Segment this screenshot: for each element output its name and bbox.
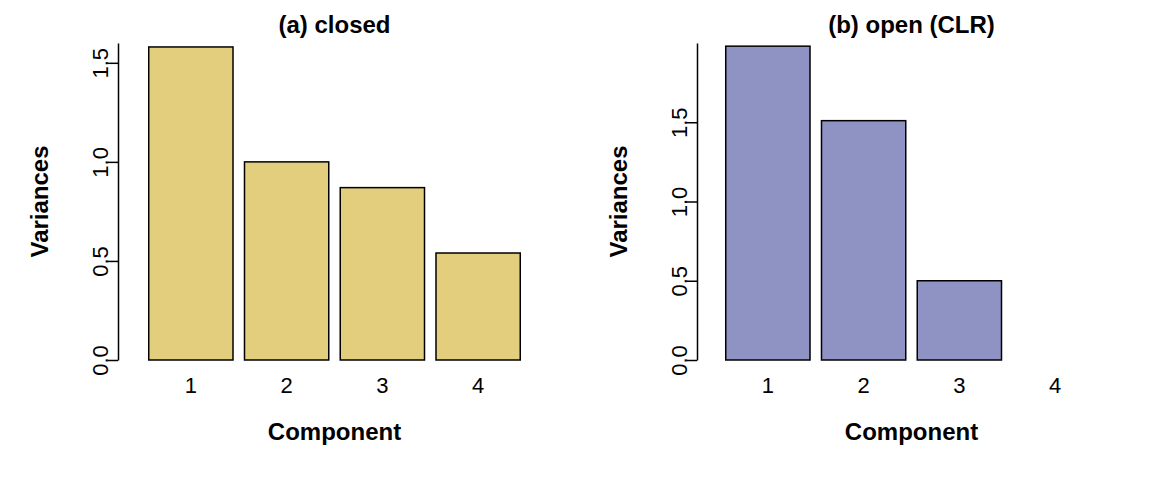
tick: 4 — [472, 373, 484, 398]
tick: 0.5 — [88, 246, 118, 277]
tick: 1.0 — [88, 147, 118, 178]
y-axis: 0.0 0.5 1.0 1.5 — [667, 44, 698, 376]
tick-label: 1.0 — [667, 187, 692, 218]
bars — [726, 46, 1002, 360]
tick: 3 — [953, 373, 965, 398]
tick: 3 — [376, 373, 388, 398]
tick-label: 1 — [762, 373, 774, 398]
tick: 1.5 — [667, 107, 697, 138]
axis-line — [118, 44, 120, 361]
x-axis: 1 2 3 4 — [762, 373, 1062, 398]
tick-label: 3 — [953, 373, 965, 398]
tick-label: 0.5 — [667, 266, 692, 297]
tick: 0.0 — [88, 345, 118, 376]
tick: 0.0 — [667, 345, 697, 376]
tick-label: 2 — [281, 373, 293, 398]
y-axis: 0.0 0.5 1.0 1.5 — [88, 44, 119, 376]
panel: 0.0 0.5 1.0 1.5 1 2 3 4 (a) closed Component Varia… — [26, 11, 520, 445]
bars — [149, 47, 521, 360]
background — [0, 0, 1152, 480]
tick-label: 1.0 — [88, 147, 113, 178]
tick-label: 1.5 — [88, 48, 113, 79]
axis-title: Component — [268, 418, 401, 445]
tick: 2 — [281, 373, 293, 398]
panel: 0.0 0.5 1.0 1.5 1 2 3 4 (b) open (CLR) Component V… — [605, 11, 1061, 445]
tick-label: 1.5 — [667, 107, 692, 138]
tick: 0.5 — [667, 266, 697, 297]
tick-label: 4 — [1049, 373, 1061, 398]
tick: 4 — [1049, 373, 1061, 398]
bar — [149, 47, 233, 360]
bar — [821, 121, 905, 360]
bar — [436, 253, 520, 360]
x-axis: 1 2 3 4 — [185, 373, 485, 398]
tick-label: 2 — [858, 373, 870, 398]
tick: 1 — [185, 373, 197, 398]
tick-label: 4 — [472, 373, 484, 398]
bar — [917, 281, 1001, 360]
tick-label: 0.5 — [88, 246, 113, 277]
chart-title: (b) open (CLR) — [828, 11, 995, 38]
bar — [244, 162, 328, 360]
tick: 1.5 — [88, 48, 118, 79]
axis-title: Variances — [26, 145, 53, 257]
axis-title: Component — [845, 418, 978, 445]
tick: 1 — [762, 373, 774, 398]
tick-label: 0.0 — [88, 345, 113, 376]
tick: 1.0 — [667, 187, 697, 218]
tick-label: 1 — [185, 373, 197, 398]
tick: 2 — [858, 373, 870, 398]
bar — [340, 188, 424, 360]
chart-title: (a) closed — [278, 11, 390, 38]
tick-label: 3 — [376, 373, 388, 398]
bar — [1013, 359, 1097, 361]
tick-label: 0.0 — [667, 345, 692, 376]
axis-title: Variances — [605, 145, 632, 257]
bar — [726, 46, 810, 360]
